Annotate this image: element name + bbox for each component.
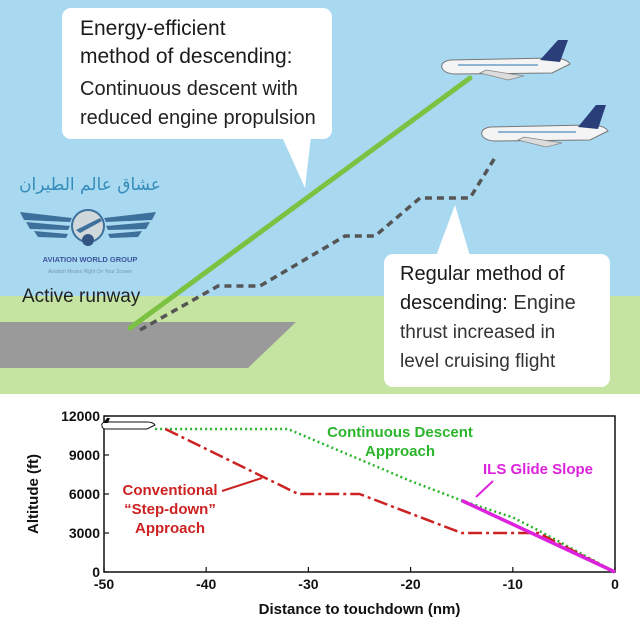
y-tick-label: 3000 [69,525,100,541]
y-axis-label: Altitude (ft) [25,454,42,534]
callout-efficient: Energy-efficient method of descending: C… [62,8,332,188]
callout-efficient-line4: reduced engine propulsion [80,107,316,129]
series-ils-glide-slope [460,498,616,574]
callout-efficient-line1: Energy-efficient [80,17,226,40]
x-tick-label: -10 [503,576,523,592]
label-conventional-line3: Approach [135,520,205,537]
callout-regular: Regular method of descending: Engine thr… [384,205,610,387]
x-tick-label: 0 [611,576,619,592]
efficient-descent-path [127,75,473,331]
regular-descent-path [139,155,498,332]
axis-ticks: -50 -40 -30 -20 -10 0 0 3000 6000 9000 12000 [61,408,619,592]
callout-regular-line1: Regular method of [400,263,565,285]
watermark-arabic: عشاق عالم الطيران [19,175,161,195]
descent-illustration: عشاق عالم الطيران AVIATION WORLD GROUP A… [0,0,640,394]
runway-surface [0,322,296,368]
y-tick-label: 6000 [69,486,100,502]
chart-aircraft-icon [101,418,156,430]
label-pointer-conventional [221,477,263,492]
callout-efficient-line2: method of descending: [80,45,292,68]
label-ils: ILS Glide Slope [483,461,593,478]
y-tick-label: 9000 [69,447,100,463]
watermark-group-name: AVIATION WORLD GROUP [43,255,138,264]
label-pointer-ils [475,480,494,498]
runway-label: Active runway [22,286,141,307]
label-continuous-line1: Continuous Descent [327,424,473,441]
x-tick-label: -50 [94,576,114,592]
callout-regular-line2-rest: Engine [508,292,576,314]
x-axis-label: Distance to touchdown (nm) [259,601,461,618]
callout-regular-line2-bold: descending: [400,292,508,314]
y-tick-label: 0 [92,564,100,580]
x-tick-label: -30 [298,576,318,592]
callout-regular-line4: level cruising flight [400,351,556,372]
altitude-chart: -50 -40 -30 -20 -10 0 0 3000 6000 9000 12000 Conti… [0,394,640,621]
watermark-logo: عشاق عالم الطيران AVIATION WORLD GROUP A… [19,175,161,275]
label-conventional-line1: Conventional [122,482,217,499]
label-continuous-line2: Approach [365,443,435,460]
wings-icon [20,209,156,246]
callout-regular-line2: descending: Engine [400,292,576,314]
watermark-tagline: Aviation Means Right On Your Screen [47,269,132,275]
aircraft-upper-icon [441,40,571,81]
aircraft-lower-icon [481,105,609,148]
label-conventional-line2: “Step-down” [124,501,216,518]
y-tick-label: 12000 [61,408,100,424]
series-layer [155,427,616,574]
series-labels: Continuous Descent Approach Conventional “S… [122,424,593,537]
x-tick-label: -20 [400,576,420,592]
callout-efficient-line3: Continuous descent with [80,78,298,100]
callout-regular-line3: thrust increased in [400,322,555,343]
series-conventional-stepdown [164,427,616,574]
x-tick-label: -40 [196,576,216,592]
